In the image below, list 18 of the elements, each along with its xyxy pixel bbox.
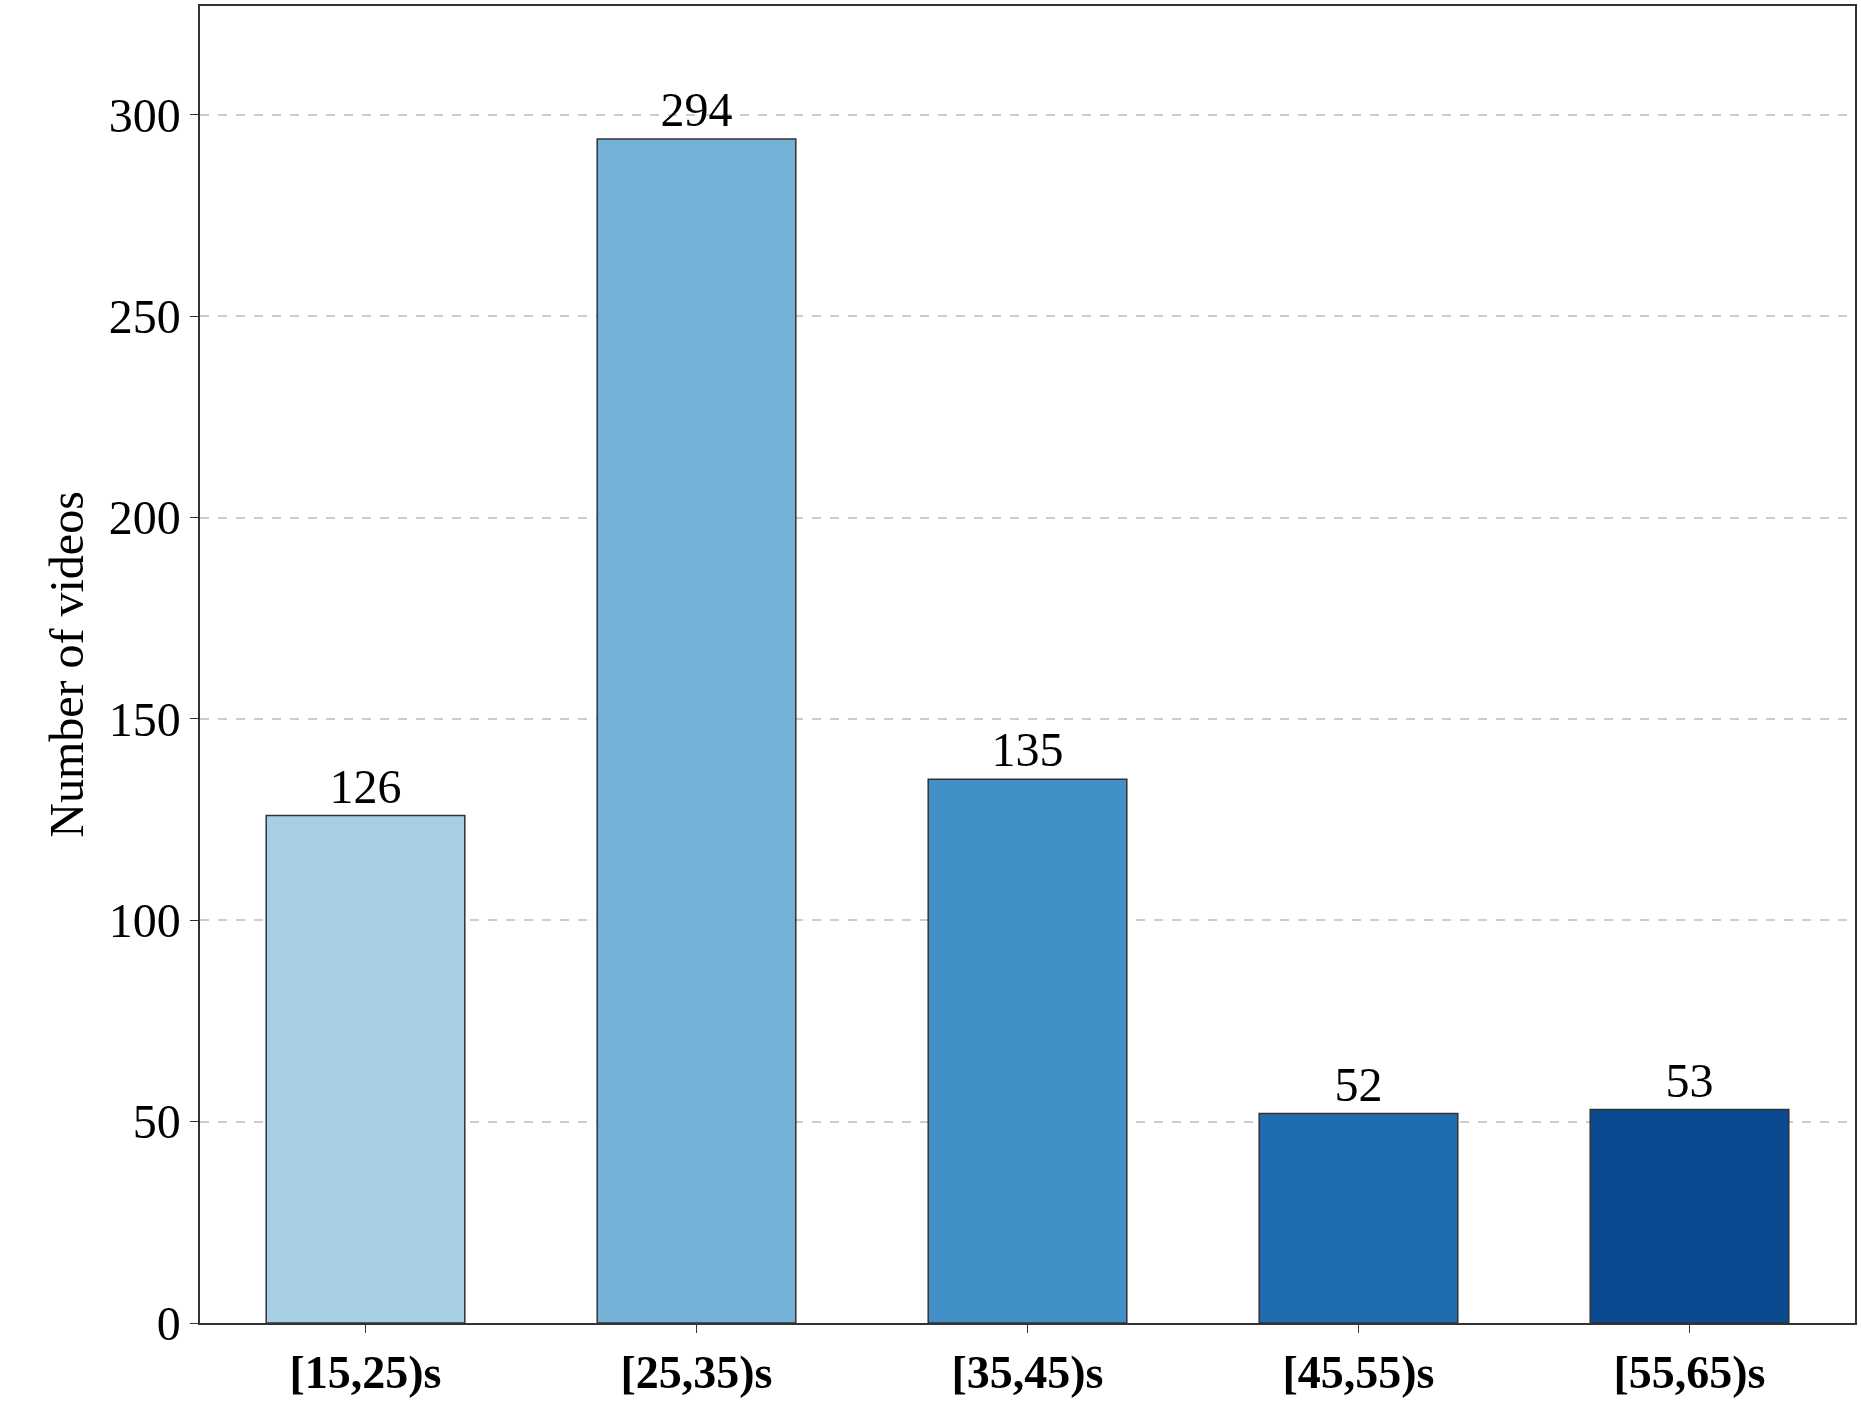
data-label: 53 bbox=[1665, 1053, 1714, 1107]
x-tick-label: [55,65)s bbox=[1613, 1346, 1766, 1398]
data-label: 126 bbox=[329, 759, 402, 813]
x-tick-label: [35,45)s bbox=[951, 1346, 1104, 1398]
y-tick-label: 50 bbox=[132, 1095, 181, 1149]
y-tick-label: 200 bbox=[108, 491, 181, 545]
data-label: 294 bbox=[660, 82, 733, 136]
data-label: 135 bbox=[991, 723, 1064, 777]
y-tick-label: 100 bbox=[108, 894, 181, 948]
y-tick-label: 300 bbox=[108, 88, 181, 142]
y-axis-title: Number of videos bbox=[39, 491, 93, 838]
x-tick-label: [15,25)s bbox=[289, 1346, 442, 1398]
y-tick-label: 150 bbox=[108, 692, 181, 746]
x-tick-label: [25,35)s bbox=[620, 1346, 773, 1398]
x-tick-label: [45,55)s bbox=[1282, 1346, 1435, 1398]
y-tick-label: 250 bbox=[108, 289, 181, 343]
data-label: 52 bbox=[1334, 1057, 1383, 1111]
y-tick-label: 0 bbox=[156, 1296, 181, 1350]
